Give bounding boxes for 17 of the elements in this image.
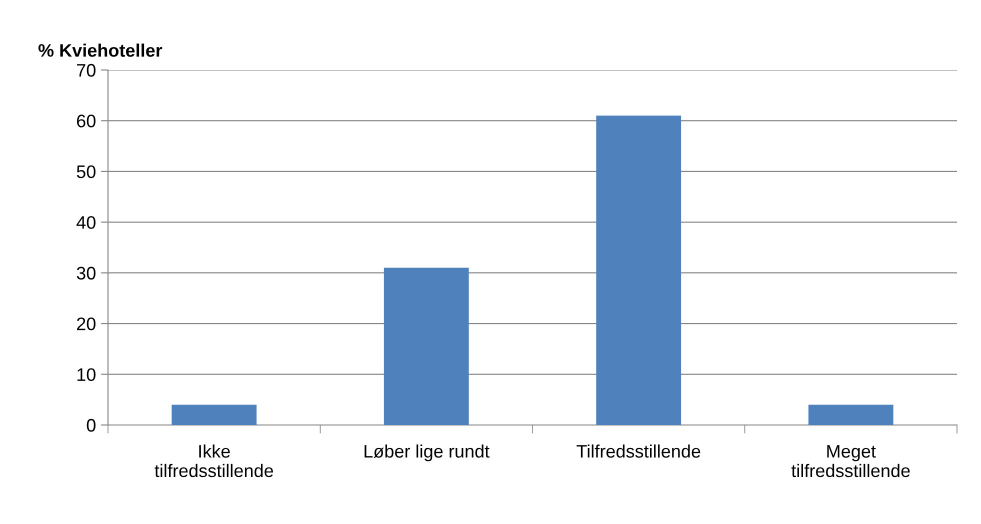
y-tick-label: 20 [77,318,96,330]
x-tick-label: Tilfredsstillende [576,444,700,458]
x-tick-label: Meget tilfredsstillende [791,445,910,478]
bar [808,404,894,425]
y-tick-label: 30 [76,266,96,280]
y-tick-label: 70 [77,64,96,77]
y-tick-label: 50 [76,165,96,178]
x-tick-label: Ikke tilfredsstillende [154,444,274,478]
bar [384,268,469,425]
y-tick-label: 0 [86,418,96,432]
y-tick-label: 10 [77,368,96,382]
bar [596,116,682,425]
y-tick-label: 60 [77,114,96,128]
x-tick-label: Løber lige rundt [364,444,490,462]
bar [172,404,257,425]
y-axis-title: % Kviehoteller [38,44,162,57]
y-tick-label: 40 [76,216,96,229]
